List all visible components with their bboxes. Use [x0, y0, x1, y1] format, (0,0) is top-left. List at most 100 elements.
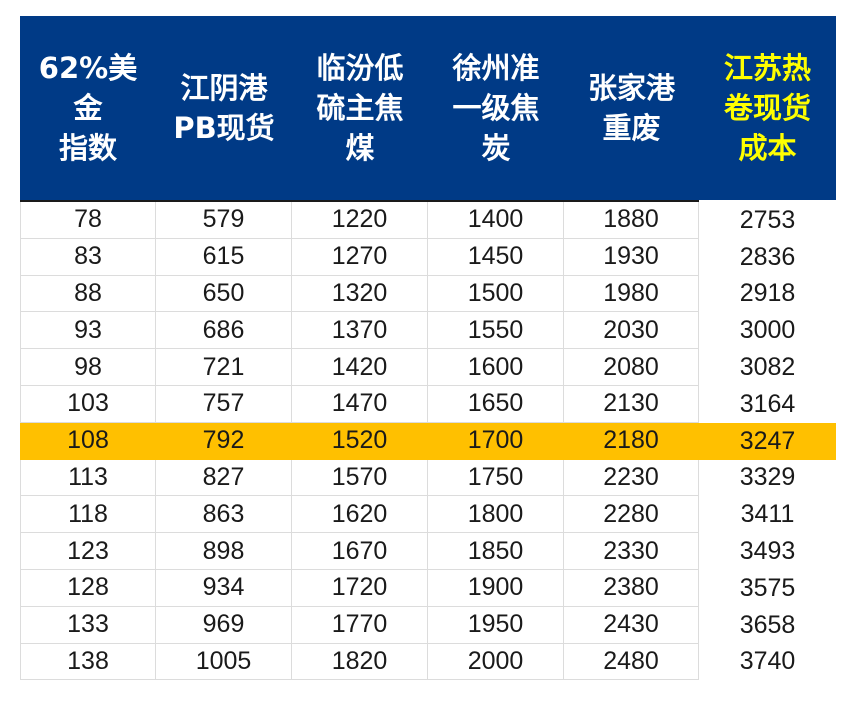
table-cell: 3164: [739, 389, 796, 418]
table-row: 103 757 1470 1650 2130 3164: [20, 385, 836, 423]
table-cell: 1320: [292, 275, 428, 313]
table-cell: 1700: [467, 426, 524, 455]
table-cell: 2430: [564, 606, 699, 644]
table-cell: 2836: [739, 242, 796, 271]
table-cell: 138: [20, 643, 156, 681]
table-cell: 1650: [428, 385, 564, 423]
header-iron-ore-index: 62%美金 指数: [38, 51, 138, 165]
table-cell: 83: [20, 238, 156, 276]
table-row: 88 650 1320 1500 1980 2918: [20, 275, 836, 313]
header-xuzhou-coke: 徐州准 一级焦炭: [452, 51, 540, 165]
table-cell: 2753: [739, 205, 796, 234]
price-table: 62%美金 指数 江阴港 PB现货 临汾低 硫主焦煤 徐州准 一级焦炭 张家港 重废 江苏…: [20, 16, 836, 681]
table-cell: 721: [156, 349, 292, 386]
table-cell: 93: [20, 312, 156, 350]
table-cell: 3329: [739, 463, 796, 492]
table-cell: 103: [20, 385, 156, 423]
table-cell: 1400: [428, 202, 564, 239]
table-cell: 3658: [739, 610, 796, 639]
table-cell: 934: [156, 569, 292, 607]
table-cell: 1620: [292, 496, 428, 534]
table-cell: 1220: [292, 202, 428, 239]
table-cell: 1470: [292, 385, 428, 423]
table-cell: 1370: [292, 312, 428, 350]
table-row: 93 686 1370 1550 2030 3000: [20, 312, 836, 350]
table-cell: 827: [156, 459, 292, 497]
table-cell: 757: [156, 385, 292, 423]
table-cell: 2480: [564, 643, 699, 681]
table-cell: 686: [156, 312, 292, 350]
table-cell: 3740: [739, 647, 796, 676]
table-cell: 128: [20, 569, 156, 607]
table-cell: 1820: [292, 643, 428, 681]
table-body: 78 579 1220 1400 1880 2753 83 615 1270 1450 1930 28…: [20, 202, 836, 681]
table-cell: 1550: [428, 312, 564, 350]
table-cell: 123: [20, 533, 156, 570]
table-cell: 1420: [292, 349, 428, 386]
header-divider: [20, 200, 699, 202]
table-cell: 1770: [292, 606, 428, 644]
table-cell: 2080: [564, 349, 699, 386]
table-cell: 133: [20, 606, 156, 644]
table-header: 62%美金 指数 江阴港 PB现货 临汾低 硫主焦煤 徐州准 一级焦炭 张家港 重废 江苏…: [20, 16, 836, 200]
table-row: 118 863 1620 1800 2280 3411: [20, 496, 836, 534]
table-cell: 98: [20, 349, 156, 386]
table-row: 138 1005 1820 2000 2480 3740: [20, 643, 836, 681]
table-cell: 1450: [428, 238, 564, 276]
table-cell: 1800: [428, 496, 564, 534]
table-cell: 2918: [739, 279, 796, 308]
table-cell: 1600: [428, 349, 564, 386]
table-cell: 579: [156, 202, 292, 239]
table-cell: 118: [20, 496, 156, 534]
table-cell: 2000: [428, 643, 564, 681]
table-row: 83 615 1270 1450 1930 2836: [20, 238, 836, 276]
table-cell: 1570: [292, 459, 428, 497]
table-row: 128 934 1720 1900 2380 3575: [20, 569, 836, 607]
table-cell: 3082: [739, 353, 796, 382]
table-cell: 108: [67, 426, 109, 455]
header-linfen-coking-coal: 临汾低 硫主焦煤: [316, 51, 404, 165]
table-cell: 1900: [428, 569, 564, 607]
table-cell: 1850: [428, 533, 564, 570]
table-cell: 969: [156, 606, 292, 644]
table-cell: 2280: [564, 496, 699, 534]
table-cell: 2330: [564, 533, 699, 570]
table-cell: 1005: [156, 643, 292, 681]
table-cell: 2180: [603, 426, 659, 455]
table-cell: 898: [156, 533, 292, 570]
table-row: 78 579 1220 1400 1880 2753: [20, 202, 836, 239]
table-cell: 3000: [739, 316, 796, 345]
table-cell: 2130: [564, 385, 699, 423]
table-row-highlighted: 108 792 1520 1700 2180 3247: [20, 422, 836, 460]
table-cell: 792: [202, 426, 245, 455]
table-cell: 1950: [428, 606, 564, 644]
table-cell: 863: [156, 496, 292, 534]
header-jiangsu-hrc-cost: 江苏热 卷现货 成本: [723, 51, 811, 165]
table-row: 98 721 1420 1600 2080 3082: [20, 349, 836, 386]
table-cell: 2380: [564, 569, 699, 607]
table-cell: 3575: [739, 573, 796, 602]
table-cell: 2030: [564, 312, 699, 350]
table-cell: 1520: [331, 426, 388, 455]
table-cell: 1270: [292, 238, 428, 276]
table-cell: 78: [20, 202, 156, 239]
table-cell: 113: [20, 459, 156, 497]
table-cell: 1750: [428, 459, 564, 497]
header-zhangjiagang-scrap: 张家港 重废: [587, 71, 675, 145]
table-row: 133 969 1770 1950 2430 3658: [20, 606, 836, 644]
table-cell: 650: [156, 275, 292, 313]
table-cell: 1670: [292, 533, 428, 570]
table-row: 123 898 1670 1850 2330 3493: [20, 533, 836, 570]
table-cell: 615: [156, 238, 292, 276]
table-cell: 3247: [739, 426, 796, 455]
table-cell: 88: [20, 275, 156, 313]
table-cell: 1930: [564, 238, 699, 276]
table-cell: 2230: [564, 459, 699, 497]
table-cell: 3493: [739, 537, 796, 566]
table-cell: 1720: [292, 569, 428, 607]
table-cell: 3411: [740, 500, 795, 529]
table-row: 113 827 1570 1750 2230 3329: [20, 459, 836, 497]
table-cell: 1980: [564, 275, 699, 313]
header-jiangyin-pb-spot: 江阴港 PB现货: [173, 71, 275, 145]
table-cell: 1880: [564, 202, 699, 239]
